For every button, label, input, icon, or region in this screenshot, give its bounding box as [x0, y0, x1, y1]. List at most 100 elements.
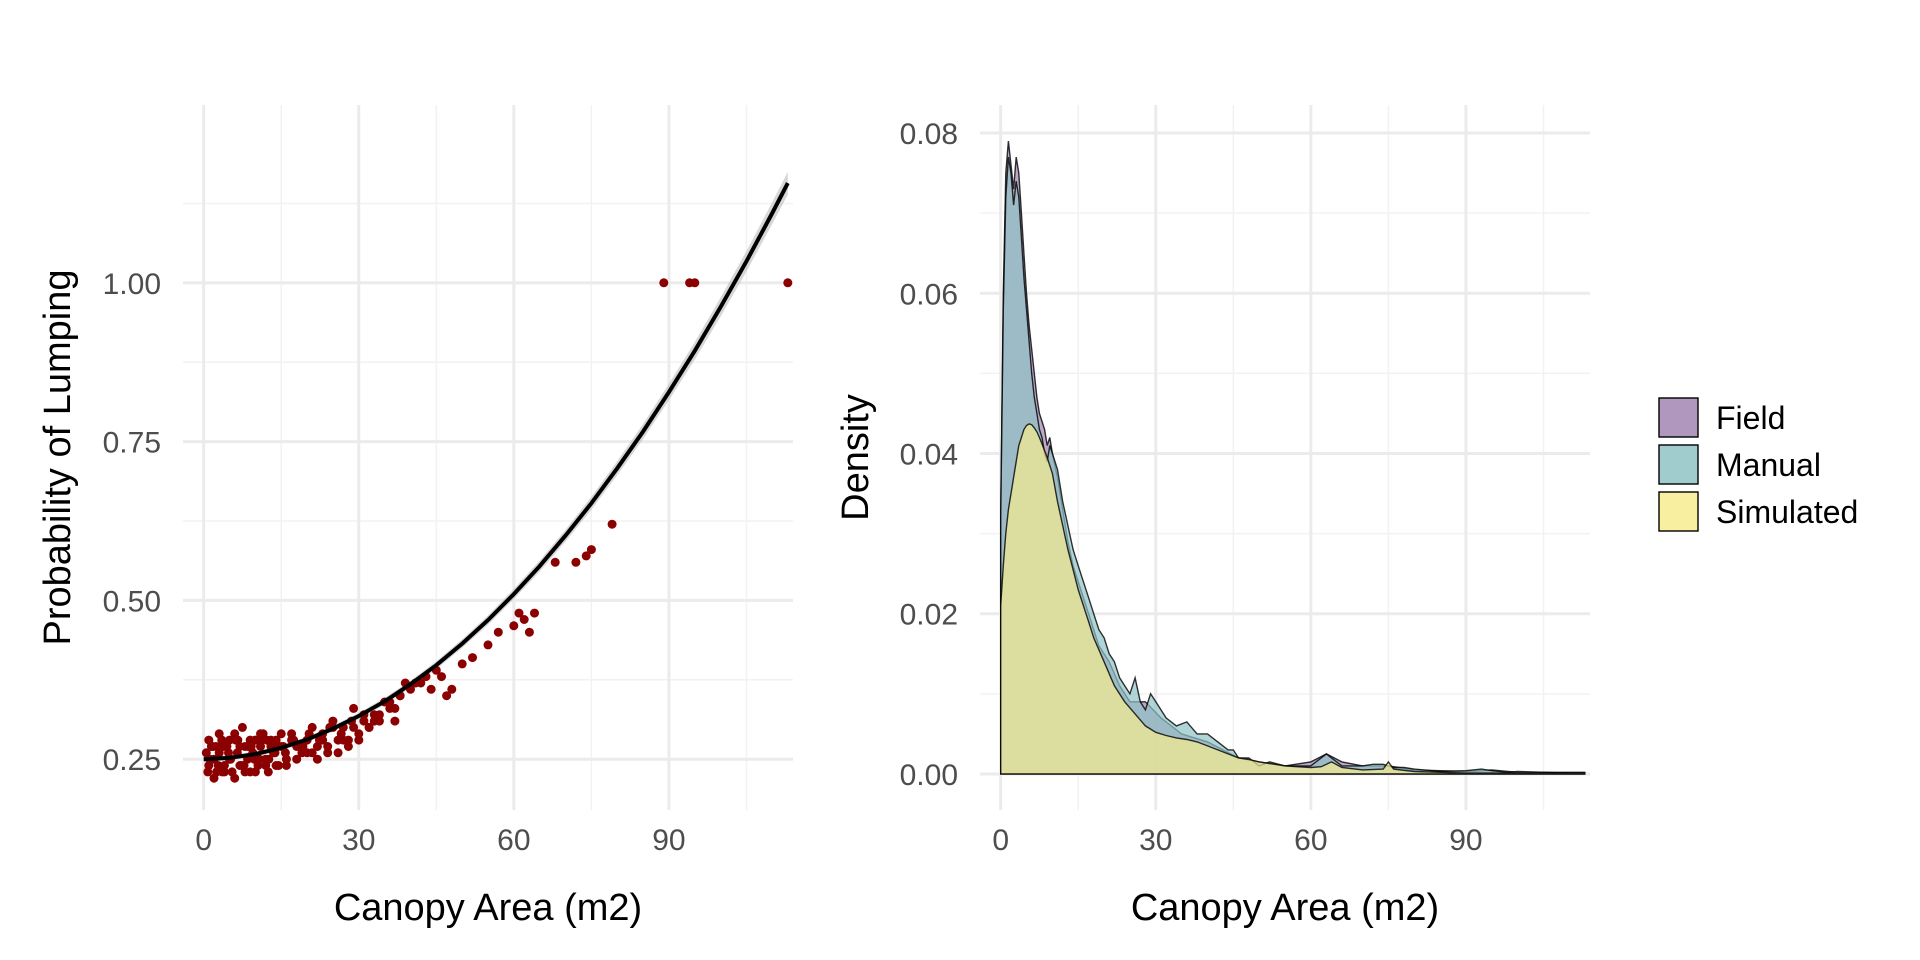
legend-label: Simulated: [1716, 494, 1858, 530]
data-point: [530, 608, 539, 618]
data-point: [233, 735, 243, 745]
x-tick-label: 30: [1139, 824, 1172, 857]
data-point: [426, 684, 436, 694]
data-point: [217, 767, 227, 777]
y-tick-label: 0.00: [900, 759, 958, 792]
data-point: [493, 627, 503, 637]
right-panel: 0 30 60 90 0.00 0.02 0.04 0.06 0.08 Canopy Area…: [835, 105, 1590, 929]
data-point: [586, 545, 596, 555]
data-point: [213, 761, 223, 770]
data-point: [390, 716, 400, 726]
data-point: [354, 729, 364, 739]
y-tick-label: 0.50: [103, 585, 161, 618]
data-point: [292, 754, 302, 764]
data-point: [571, 557, 581, 567]
data-point: [203, 767, 213, 777]
data-point: [237, 722, 247, 732]
data-point: [468, 653, 477, 663]
y-tick-label: 1.00: [103, 268, 161, 301]
legend-key-simulated: [1658, 491, 1699, 532]
left-panel: 0 30 60 90 0.25 0.50 0.75 1.00 Canopy Area (m2…: [37, 105, 793, 929]
data-point: [333, 748, 343, 758]
data-point: [437, 672, 446, 682]
x-axis-title: Canopy Area (m2): [1131, 887, 1439, 929]
data-point: [307, 748, 317, 758]
data-point: [483, 640, 493, 650]
x-tick-label: 90: [652, 824, 685, 857]
data-point: [264, 754, 274, 764]
data-point: [509, 621, 519, 631]
data-point: [336, 729, 346, 739]
data-point: [323, 748, 333, 758]
data-point: [276, 729, 286, 739]
data-point: [218, 742, 228, 751]
density-areas: [1000, 141, 1586, 775]
data-point: [374, 710, 384, 720]
data-point: [354, 735, 364, 745]
data-point: [204, 735, 214, 745]
y-tick-label: 0.25: [103, 744, 161, 777]
data-point: [447, 684, 457, 694]
legend: Field Manual Simulated: [1657, 396, 1858, 533]
legend-label: Manual: [1716, 447, 1821, 483]
data-point: [550, 557, 560, 567]
data-point: [262, 735, 272, 745]
legend-key-field: [1658, 397, 1699, 438]
data-point: [246, 742, 256, 751]
x-tick-labels: 0 30 60 90: [195, 824, 685, 857]
y-tick-label: 0.02: [900, 599, 958, 632]
confidence-ribbon: [203, 171, 788, 762]
x-tick-label: 60: [1294, 824, 1327, 857]
data-point: [442, 691, 452, 701]
data-point: [514, 608, 524, 618]
data-point: [323, 742, 333, 751]
x-tick-label: 0: [992, 824, 1009, 857]
data-point: [524, 627, 534, 637]
scatter-points: [201, 278, 793, 783]
x-tick-label: 90: [1449, 824, 1482, 857]
data-point: [209, 773, 219, 783]
fit-curve: [203, 182, 790, 762]
x-tick-label: 60: [497, 824, 530, 857]
data-point: [349, 703, 359, 713]
y-tick-label: 0.06: [900, 278, 958, 311]
data-point: [312, 754, 322, 764]
legend-key-manual: [1658, 444, 1699, 485]
data-point: [255, 754, 264, 764]
density-area-simulated: [1000, 423, 1586, 775]
data-point: [271, 761, 281, 770]
data-point: [230, 773, 240, 783]
data-point: [239, 761, 249, 770]
x-axis-title: Canopy Area (m2): [334, 887, 642, 929]
data-point: [214, 729, 224, 739]
data-point: [659, 278, 669, 288]
left-gridlines: [183, 105, 793, 810]
data-point: [783, 278, 793, 288]
data-point: [250, 767, 260, 777]
x-tick-label: 30: [342, 824, 375, 857]
legend-label: Field: [1716, 400, 1785, 436]
y-tick-label: 0.04: [900, 438, 958, 471]
data-point: [519, 615, 529, 624]
data-point: [607, 519, 617, 529]
data-point: [390, 703, 400, 713]
data-point: [281, 761, 291, 770]
data-point: [225, 735, 234, 745]
data-point: [208, 742, 218, 751]
y-tick-labels: 0.25 0.50 0.75 1.00: [103, 268, 161, 777]
x-tick-labels: 0 30 60 90: [992, 824, 1482, 857]
data-point: [690, 278, 700, 288]
data-point: [343, 742, 353, 751]
y-tick-label: 0.08: [900, 118, 958, 151]
data-point: [457, 659, 467, 669]
data-point: [364, 722, 374, 732]
y-axis-title: Density: [835, 394, 877, 521]
y-axis-title: Probability of Lumping: [37, 270, 79, 646]
x-tick-label: 0: [195, 824, 212, 857]
y-tick-label: 0.75: [103, 427, 161, 460]
y-tick-labels: 0.00 0.02 0.04 0.06 0.08: [900, 118, 958, 792]
data-point: [581, 551, 591, 561]
data-point: [315, 735, 324, 745]
data-point: [359, 716, 369, 726]
